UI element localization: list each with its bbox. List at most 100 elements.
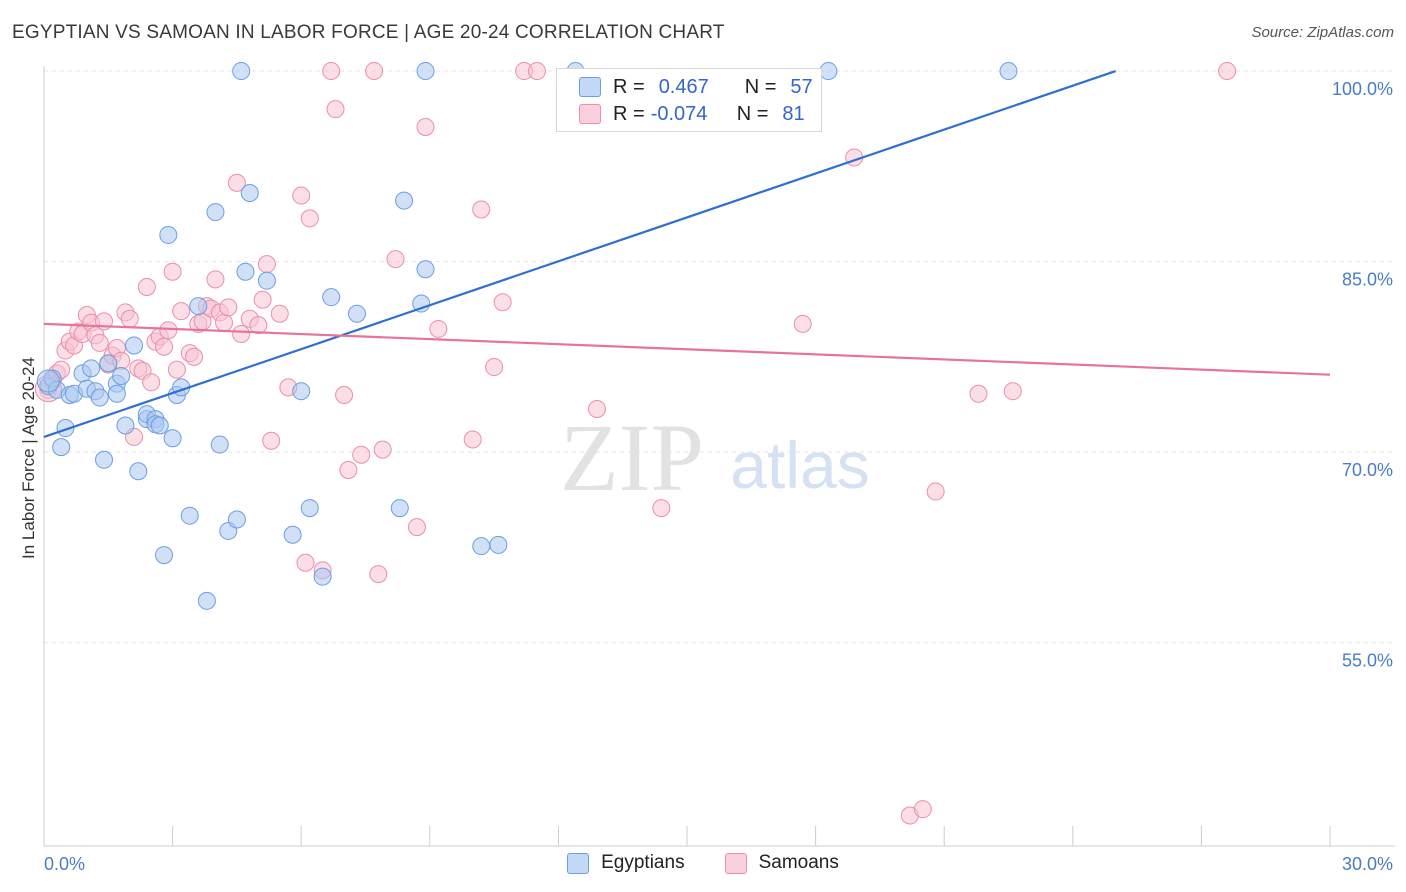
watermark-zip: ZIP [560,404,704,511]
egyptians-legend-label: Egyptians [601,852,685,873]
samoans-point [365,62,384,81]
samoans-point [472,200,491,219]
legend-item-samoans: Samoans [724,852,839,874]
chart-title: EGYPTIAN VS SAMOAN IN LABOR FORCE | AGE … [12,22,725,43]
egyptians-point [257,271,276,290]
egyptians-point [180,506,199,525]
legend-row-samoans: R = -0.074 N = 81 [579,102,805,126]
y-axis-label: In Labor Force | Age 20-24 [19,357,38,559]
samoans-point [463,430,482,449]
egyptians-r-value: 0.467 [658,75,709,98]
samoans-r-value: -0.074 [650,102,708,125]
egyptians-point [390,499,409,518]
egyptians-point [999,62,1018,81]
samoans-point [407,518,426,537]
samoans-point [90,333,109,352]
samoans-point [527,62,546,81]
egyptians-point [95,450,114,469]
egyptians-point [90,388,109,407]
samoans-legend-swatch [724,852,747,874]
egyptians-point [129,462,148,481]
egyptians-n-value: 57 [790,75,813,98]
x-tick-label-max: 30.0% [1342,854,1393,874]
samoans-point [159,321,178,340]
samoans-point [652,499,671,518]
egyptians-point [395,191,414,210]
egyptians-n-label: N = [744,75,777,98]
series-legend: Egyptians Samoans [0,852,1406,874]
egyptians-point [489,535,508,554]
watermark: ZIP atlas [560,404,870,511]
samoans-n-label: N = [736,102,769,125]
egyptians-point [99,354,118,373]
egyptians-point [125,336,144,355]
samoans-point [142,373,161,392]
samoans-point [1003,382,1022,401]
egyptians-point [292,382,311,401]
samoans-r-label: R = [613,102,645,125]
egyptians-point [472,537,491,556]
samoans-point [292,186,311,205]
egyptians-point [416,62,435,81]
egyptians-point [313,567,332,586]
egyptians-point [36,369,60,393]
legend-row-egyptians: R = 0.467 N = 57 [579,75,813,99]
y-tick-label-0: 55.0% [1342,651,1393,671]
y-tick-label-2: 85.0% [1342,270,1393,290]
samoans-point [227,173,246,192]
egyptians-point [819,62,838,81]
samoans-point [172,302,191,321]
samoans-point [257,255,276,274]
samoans-legend-label: Samoans [758,852,839,873]
samoans-point [206,270,225,289]
samoans-point [270,304,289,323]
samoans-point [120,309,139,328]
samoans-point [300,209,319,228]
samoans-point [232,325,251,344]
samoans-point [416,117,435,136]
samoans-point [587,399,606,418]
egyptians-point [155,546,174,565]
samoans-point [386,250,405,269]
samoans-point [793,314,812,333]
samoans-point [249,316,268,335]
samoans-point [335,386,354,405]
egyptians-point [189,297,208,316]
samoans-point [322,62,341,81]
samoans-point [493,293,512,312]
samoans-point [352,445,371,464]
egyptians-points [36,62,1018,610]
y-tick-label-3: 100.0% [1332,79,1393,99]
egyptians-swatch [579,77,601,97]
egyptians-legend-swatch [567,852,590,874]
samoans-point [215,313,234,332]
samoans-point [137,278,156,297]
samoans-point [485,358,504,377]
egyptians-point [116,416,135,435]
samoans-point [326,100,345,119]
legend-item-egyptians: Egyptians [567,852,685,874]
watermark-atlas: atlas [730,428,869,502]
trendlines [43,70,1331,438]
gridlines [44,70,1395,644]
samoans-point [369,565,388,584]
samoans-point [155,337,174,356]
egyptians-point [112,366,131,385]
egyptians-point [56,419,75,438]
egyptians-point [347,304,366,323]
egyptians-point [159,225,178,244]
egyptians-r-label: R = [613,75,645,98]
samoans-point [219,298,238,317]
y-tick-label-1: 70.0% [1342,460,1393,480]
egyptians-point [300,499,319,518]
egyptians-point [232,62,251,81]
egyptians-point [240,184,259,203]
samoans-point [926,482,945,501]
egyptians-point [416,260,435,279]
samoans-point [296,553,315,572]
samoans-point [429,319,448,338]
source-label: Source: ZipAtlas.com [1251,24,1394,41]
egyptians-point [82,359,101,378]
x-tick-label-min: 0.0% [44,854,85,874]
